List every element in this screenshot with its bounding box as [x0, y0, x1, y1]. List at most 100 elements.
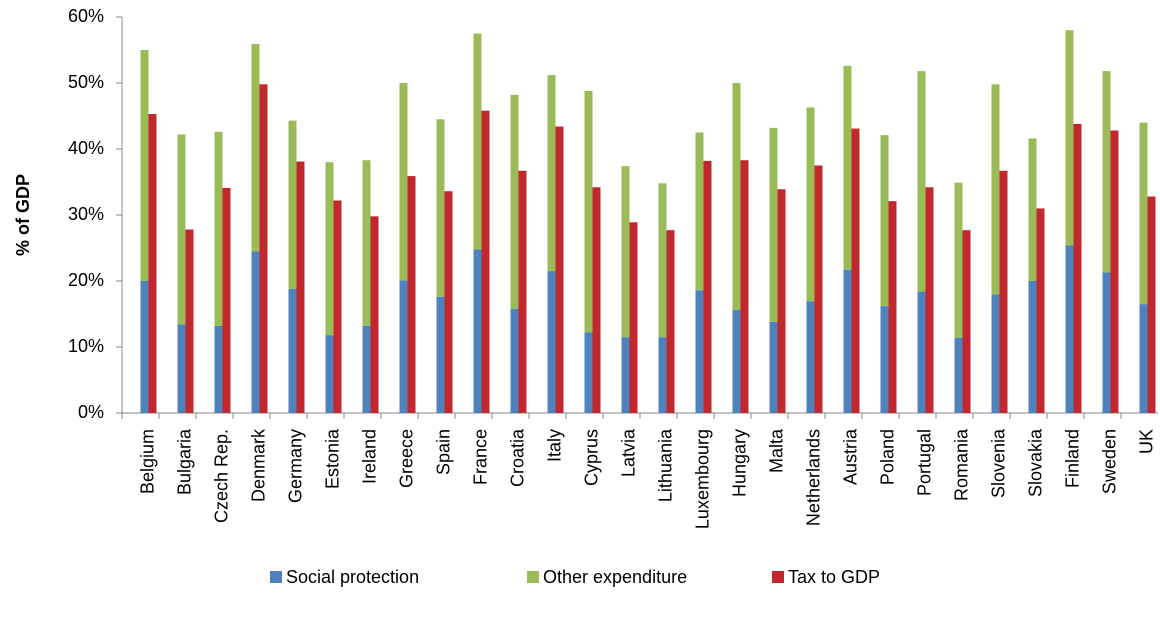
x-tick-label: Sweden [1099, 429, 1119, 494]
x-tick-label: Slovenia [988, 428, 1008, 498]
bar [814, 165, 823, 413]
x-tick-label: Belgium [137, 429, 157, 494]
bar-segment [695, 132, 704, 291]
bar-segment [251, 44, 260, 252]
x-tick-label: Italy [544, 429, 564, 462]
bar [555, 126, 564, 413]
bar [296, 161, 305, 413]
bar-segment [510, 308, 519, 413]
bar-segment [399, 280, 408, 413]
bar-segment [251, 251, 260, 413]
bar-segment [547, 75, 556, 272]
bar [703, 160, 712, 413]
legend-label: Social protection [286, 567, 419, 587]
bar-segment [880, 306, 889, 413]
bar-segment [621, 337, 630, 413]
bar-segment [1102, 272, 1111, 413]
x-tick-label: Slovakia [1025, 428, 1045, 497]
bar [888, 201, 897, 413]
bar [1036, 208, 1045, 413]
bar [1110, 130, 1119, 413]
bar-segment [769, 321, 778, 413]
bar-segment [954, 182, 963, 338]
bar [925, 187, 934, 413]
bar [222, 187, 231, 413]
bar-segment [732, 83, 741, 311]
x-tick-label: Ireland [359, 429, 379, 484]
x-tick-label: Estonia [322, 428, 342, 489]
legend-swatch [772, 571, 784, 583]
bar-segment [843, 269, 852, 413]
bar-segment [436, 119, 445, 297]
bar [851, 128, 860, 414]
bar [629, 222, 638, 413]
x-tick-label: Portugal [914, 429, 934, 496]
bar [1073, 123, 1082, 414]
x-tick-label: Netherlands [803, 429, 823, 526]
legend-swatch [527, 571, 539, 583]
bar [1147, 196, 1156, 413]
x-tick-label: UK [1136, 429, 1156, 454]
bar-segment [140, 281, 149, 413]
x-tick-label: France [470, 429, 490, 485]
bar-segment [325, 335, 334, 413]
y-tick-label: 40% [68, 138, 104, 158]
x-tick-label: Cyprus [581, 429, 601, 486]
bar-segment [1065, 30, 1074, 246]
x-tick-label: Luxembourg [692, 429, 712, 529]
bar-segment [547, 271, 556, 413]
x-tick-label: Austria [840, 428, 860, 485]
bar-segment [880, 135, 889, 307]
bar [740, 160, 749, 413]
bar-segment [399, 83, 408, 281]
bar-segment [584, 90, 593, 333]
legend-label: Tax to GDP [788, 567, 880, 587]
bar-segment [1028, 281, 1037, 413]
x-tick-label: Greece [396, 429, 416, 488]
bar [444, 191, 453, 413]
bar-segment [732, 310, 741, 413]
x-tick-label: Denmark [248, 428, 268, 502]
x-tick-label: Czech Rep. [211, 429, 231, 523]
bar-segment [917, 71, 926, 292]
bar-segment [473, 33, 482, 250]
bar-segment [510, 94, 519, 309]
y-tick-label: 20% [68, 270, 104, 290]
bar [407, 176, 416, 413]
y-tick-label: 50% [68, 72, 104, 92]
y-axis-title: % of GDP [13, 174, 33, 256]
bar-segment [917, 291, 926, 413]
bar-segment [991, 294, 1000, 413]
bar [259, 84, 268, 413]
bar-segment [621, 166, 630, 338]
bar-segment [288, 288, 297, 413]
bar-segment [288, 120, 297, 289]
bar [148, 114, 157, 414]
x-tick-label: Germany [285, 429, 305, 503]
bar-segment [436, 296, 445, 413]
bar [999, 170, 1008, 413]
bar-segment [1028, 138, 1037, 281]
bar [962, 230, 971, 413]
legend-label: Other expenditure [543, 567, 687, 587]
bar-segment [954, 337, 963, 413]
bar [481, 110, 490, 413]
bar-segment [473, 249, 482, 413]
bar [777, 189, 786, 413]
x-tick-label: Malta [766, 428, 786, 473]
x-tick-label: Lithuania [655, 428, 675, 502]
y-tick-label: 60% [68, 6, 104, 26]
bar-segment [769, 127, 778, 322]
bar [592, 187, 601, 413]
x-tick-label: Latvia [618, 428, 638, 477]
bar-segment [214, 131, 223, 326]
bar-segment [140, 50, 149, 281]
x-tick-label: Poland [877, 429, 897, 485]
y-tick-label: 10% [68, 336, 104, 356]
x-tick-label: Romania [951, 428, 971, 501]
bar-segment [362, 160, 371, 326]
bar-segment [177, 324, 186, 413]
bar-segment [695, 290, 704, 413]
bar-segment [658, 337, 667, 413]
